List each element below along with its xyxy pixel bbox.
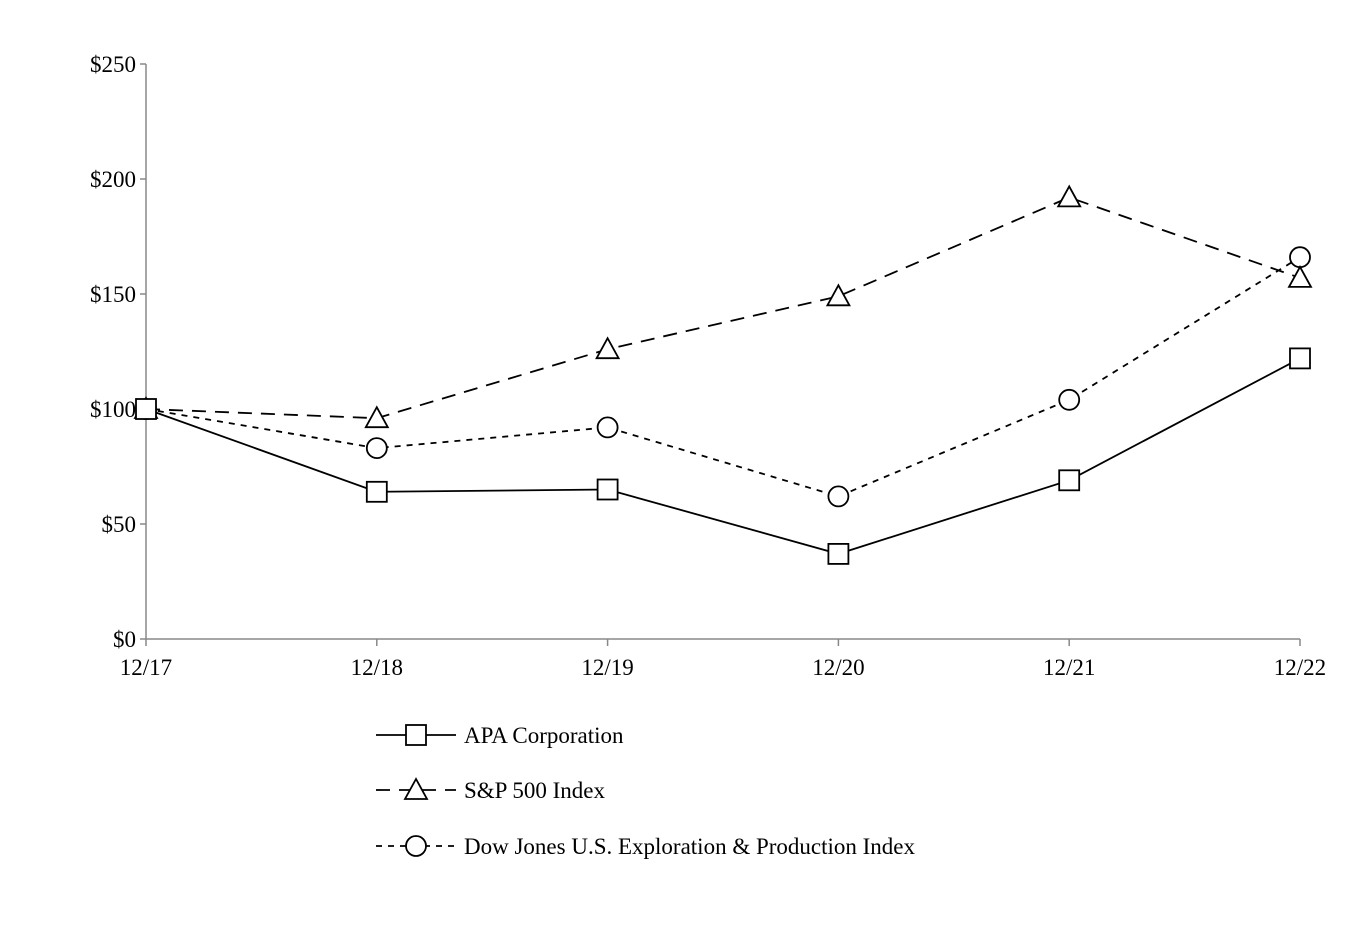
data-point-circle [827,485,850,508]
legend-label: APA Corporation [464,723,624,748]
data-point-square [1058,469,1081,492]
x-tick-label: 12/22 [1274,655,1326,680]
legend-marker-circle-icon [405,835,427,857]
x-tick-label: 12/17 [120,655,172,680]
data-point-triangle [825,283,851,307]
x-tick-label: 12/21 [1043,655,1095,680]
data-point-square [135,398,157,420]
data-point-triangle [595,336,621,360]
data-point-circle [1289,246,1311,269]
y-tick-label: $150 [90,282,136,307]
series-line-1 [145,196,1301,420]
data-point-square [1289,347,1311,370]
legend-marker-triangle-icon [403,777,429,800]
data-point-circle [1058,388,1081,411]
y-tick-label: $100 [90,397,136,422]
data-point-triangle [364,405,390,429]
data-point-square [827,543,850,565]
legend-label: S&P 500 Index [464,778,605,803]
data-point-square [596,478,619,501]
data-point-circle [365,437,388,460]
y-tick-label: $0 [113,627,136,652]
series-line-2 [145,256,1301,498]
legend-marker-square-icon [405,724,427,746]
series-line-0 [145,357,1301,555]
x-tick-label: 12/20 [812,655,864,680]
axes: $0 $50 $100 $150 $200 $250 12/17 12/18 12/19 12/2… [90,52,1326,680]
data-point-triangle [1287,265,1313,288]
series-group [133,184,1313,565]
legend-label: Dow Jones U.S. Exploration & Production … [464,834,916,859]
y-tick-label: $250 [90,52,136,77]
y-tick-label: $200 [90,167,136,192]
data-point-square [365,480,388,503]
legend: APA Corporation S&P 500 Index Dow Jones U.… [376,723,916,859]
x-tick-label: 12/19 [581,655,633,680]
x-tick-label: 12/18 [351,655,403,680]
data-point-triangle [1056,184,1082,208]
y-tick-label: $50 [102,512,137,537]
data-point-circle [596,416,619,439]
